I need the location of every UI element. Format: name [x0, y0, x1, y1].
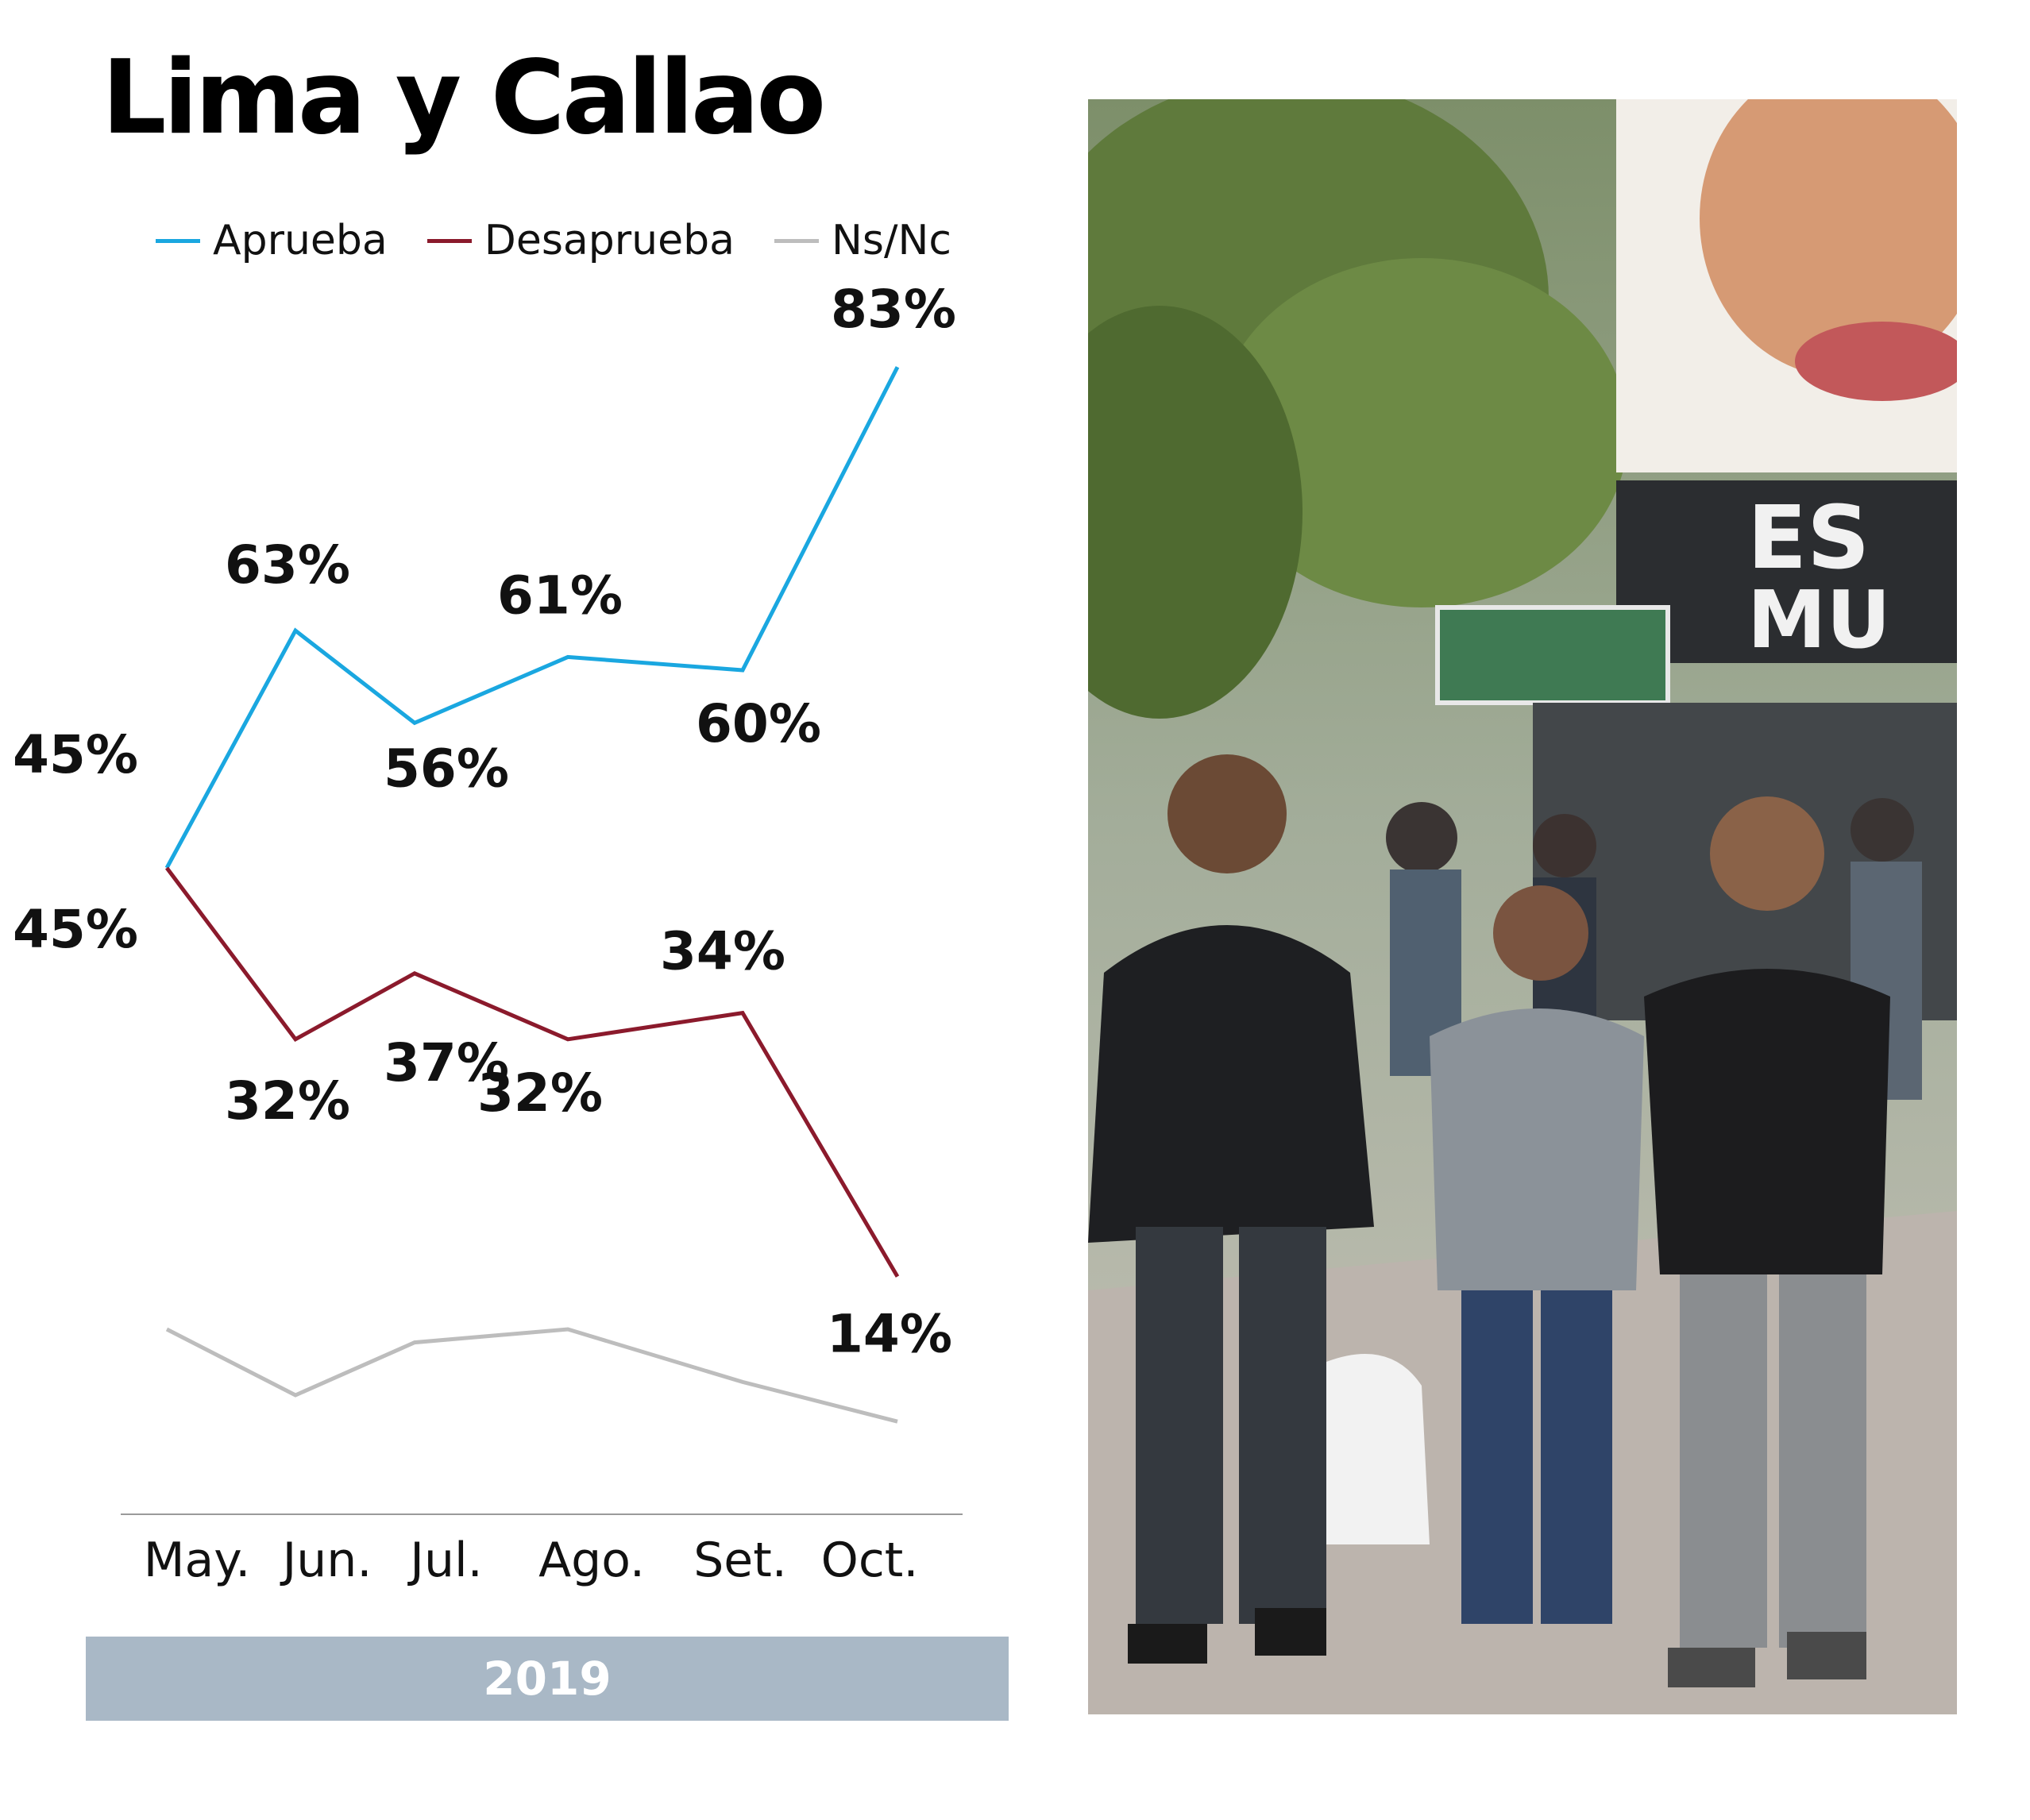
legend-swatch-aprueba — [156, 238, 200, 243]
svg-text:ES: ES — [1747, 487, 1870, 588]
x-tick-label-5: Oct. — [821, 1533, 919, 1588]
x-tick-label-1: Jun. — [280, 1533, 372, 1588]
legend-swatch-desaprueba — [426, 238, 472, 243]
x-tick-label-2: Jul. — [407, 1533, 482, 1588]
data-label-desaprueba-2: 37% — [384, 1032, 509, 1093]
data-label-aprueba-4: 60% — [696, 693, 821, 754]
legend-swatch-nsnc — [774, 238, 819, 243]
data-label-desaprueba-1: 32% — [225, 1070, 350, 1132]
year-label: 2019 — [483, 1652, 612, 1706]
line-chart: 45%63%56%61%60%83%45%32%37%32%34%14%May.… — [13, 279, 963, 1588]
x-tick-label-0: May. — [144, 1533, 251, 1588]
series-line-desaprueba — [165, 866, 900, 1278]
data-label-desaprueba-3: 32% — [477, 1062, 603, 1124]
legend-item-desaprueba: Desaprueba — [426, 217, 735, 264]
x-tick-label-4: Set. — [693, 1533, 787, 1588]
data-label-aprueba-5: 83% — [831, 279, 956, 340]
data-label-aprueba-1: 63% — [225, 534, 350, 596]
legend-label-desaprueba: Desaprueba — [484, 217, 735, 264]
data-label-aprueba-0: 45% — [13, 724, 138, 785]
svg-text:MU: MU — [1747, 573, 1891, 666]
data-label-desaprueba-0: 45% — [13, 899, 138, 960]
legend-label-nsnc: Ns/Nc — [831, 217, 951, 264]
series-line-aprueba — [164, 366, 900, 870]
data-label-desaprueba-4: 34% — [660, 921, 785, 982]
street-photo: ES MU — [1088, 99, 1957, 1714]
data-label-desaprueba-5: 14% — [827, 1304, 952, 1365]
x-tick-label-3: Ago. — [538, 1533, 645, 1588]
data-label-aprueba-3: 61% — [497, 565, 623, 626]
chart-legend: Aprueba Desaprueba Ns/Nc — [156, 213, 951, 268]
series-line-nsnc — [165, 1327, 898, 1424]
chart-title: Lima y Callao — [102, 39, 826, 157]
data-label-aprueba-2: 56% — [384, 738, 509, 799]
legend-label-aprueba: Aprueba — [213, 217, 388, 264]
legend-item-nsnc: Ns/Nc — [774, 217, 951, 264]
year-band: 2019 — [86, 1637, 1009, 1721]
legend-item-aprueba: Aprueba — [156, 217, 388, 264]
street-photo-icon: ES MU — [1088, 99, 1957, 1714]
